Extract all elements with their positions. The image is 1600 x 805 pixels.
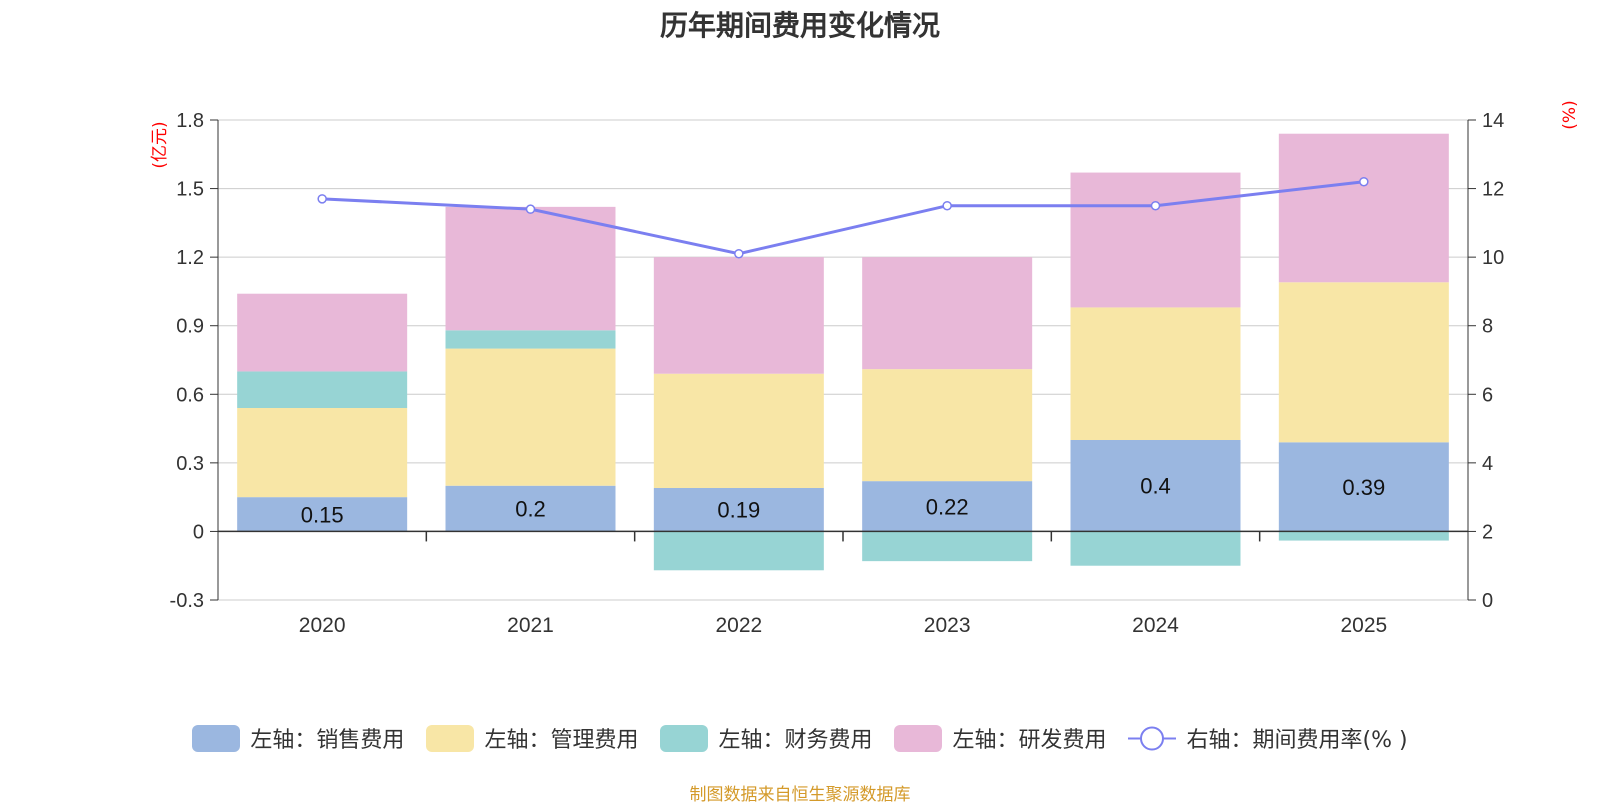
bar-segment	[653, 531, 824, 571]
left-axis-unit-label: (亿元)	[150, 121, 170, 168]
right-tick-label: 10	[1482, 247, 1504, 269]
bar-segment	[862, 481, 1033, 532]
left-tick-label: 0.3	[176, 453, 204, 475]
bar-segment	[653, 488, 824, 532]
legend: 左轴：销售费用 左轴：管理费用 左轴：财务费用 左轴：研发费用 右轴：期间费用率…	[0, 722, 1600, 754]
bar-segment	[1070, 531, 1241, 566]
bar-segment	[1070, 440, 1241, 532]
bar-segment	[862, 369, 1033, 482]
bar-segment	[1070, 172, 1241, 308]
x-tick-label: 2020	[299, 614, 346, 637]
left-tick-label: 0.9	[176, 316, 204, 338]
bar-data-label: 0.15	[301, 502, 344, 527]
right-tick-label: 4	[1482, 453, 1493, 475]
bar-segment	[237, 293, 408, 372]
bar-segment	[445, 485, 616, 532]
legend-label-admin: 左轴：管理费用	[484, 728, 639, 753]
legend-label-rate: 右轴：期间费用率(% )	[1186, 728, 1408, 753]
bar-data-label: 0.39	[1342, 475, 1385, 500]
chart-title: 历年期间费用变化情况	[659, 9, 940, 42]
right-tick-label: 2	[1482, 521, 1493, 543]
bar-data-label: 0.2	[515, 497, 546, 522]
right-tick-label: 12	[1482, 179, 1504, 201]
bar-segment	[237, 371, 408, 408]
rate-point	[942, 200, 952, 211]
legend-item-admin[interactable]: 左轴：管理费用	[426, 722, 638, 754]
legend-swatch-finance	[660, 724, 709, 752]
rate-point	[1359, 176, 1369, 187]
bar-data-label: 0.4	[1140, 474, 1171, 499]
right-tick-label: 8	[1482, 316, 1493, 338]
right-tick-label: 14	[1482, 110, 1504, 132]
right-axis-unit-label: (%)	[1560, 100, 1580, 129]
left-tick-label: 1.5	[176, 179, 204, 201]
rate-point	[1150, 200, 1161, 211]
legend-swatch-admin	[426, 724, 475, 752]
source-note: 制图数据来自恒生聚源数据库	[689, 785, 911, 805]
legend-item-rate[interactable]: 右轴：期间费用率(% )	[1128, 722, 1408, 754]
right-tick-label: 6	[1482, 384, 1493, 406]
bar-segment	[653, 373, 824, 488]
left-tick-label: 0	[193, 521, 204, 543]
bar-data-label: 0.22	[926, 494, 969, 519]
legend-swatch-rnd	[894, 724, 943, 752]
bar-segment	[1278, 531, 1449, 541]
bar-segment	[445, 330, 616, 349]
bar-segment	[862, 531, 1033, 562]
legend-item-rnd[interactable]: 左轴：研发费用	[894, 722, 1106, 754]
bar-segment	[862, 257, 1033, 370]
bar-segment	[445, 206, 616, 331]
rate-point	[317, 194, 327, 204]
legend-label-sales: 左轴：销售费用	[250, 728, 405, 753]
bar-data-label: 0.19	[717, 498, 760, 523]
bar-segment	[1278, 282, 1449, 443]
legend-label-finance: 左轴：财务费用	[718, 728, 873, 753]
x-tick-label: 2024	[1132, 614, 1179, 637]
bar-segment	[653, 257, 824, 374]
bar-segment	[1070, 307, 1241, 440]
x-tick-label: 2021	[507, 614, 554, 637]
x-tick-label: 2025	[1340, 614, 1387, 637]
bar-segment	[237, 497, 408, 532]
x-tick-label: 2022	[715, 614, 762, 637]
legend-line-marker-icon	[1128, 726, 1177, 750]
legend-item-sales[interactable]: 左轴：销售费用	[192, 722, 404, 754]
bar-segment	[1278, 133, 1449, 283]
bar-segment	[1278, 442, 1449, 532]
left-tick-label: 1.8	[176, 110, 204, 132]
rate-line	[322, 180, 1365, 256]
right-tick-label: 0	[1482, 590, 1493, 612]
left-tick-label: 1.2	[176, 247, 204, 269]
left-tick-label: -0.3	[170, 590, 204, 612]
legend-label-rnd: 左轴：研发费用	[952, 728, 1107, 753]
x-tick-label: 2023	[924, 614, 971, 637]
bar-segment	[445, 348, 616, 486]
rate-point	[525, 204, 536, 214]
bar-segment	[237, 408, 408, 498]
rate-point	[734, 248, 744, 259]
legend-item-finance[interactable]: 左轴：财务费用	[660, 722, 872, 754]
legend-swatch-sales	[192, 724, 241, 752]
left-tick-label: 0.6	[176, 384, 204, 406]
